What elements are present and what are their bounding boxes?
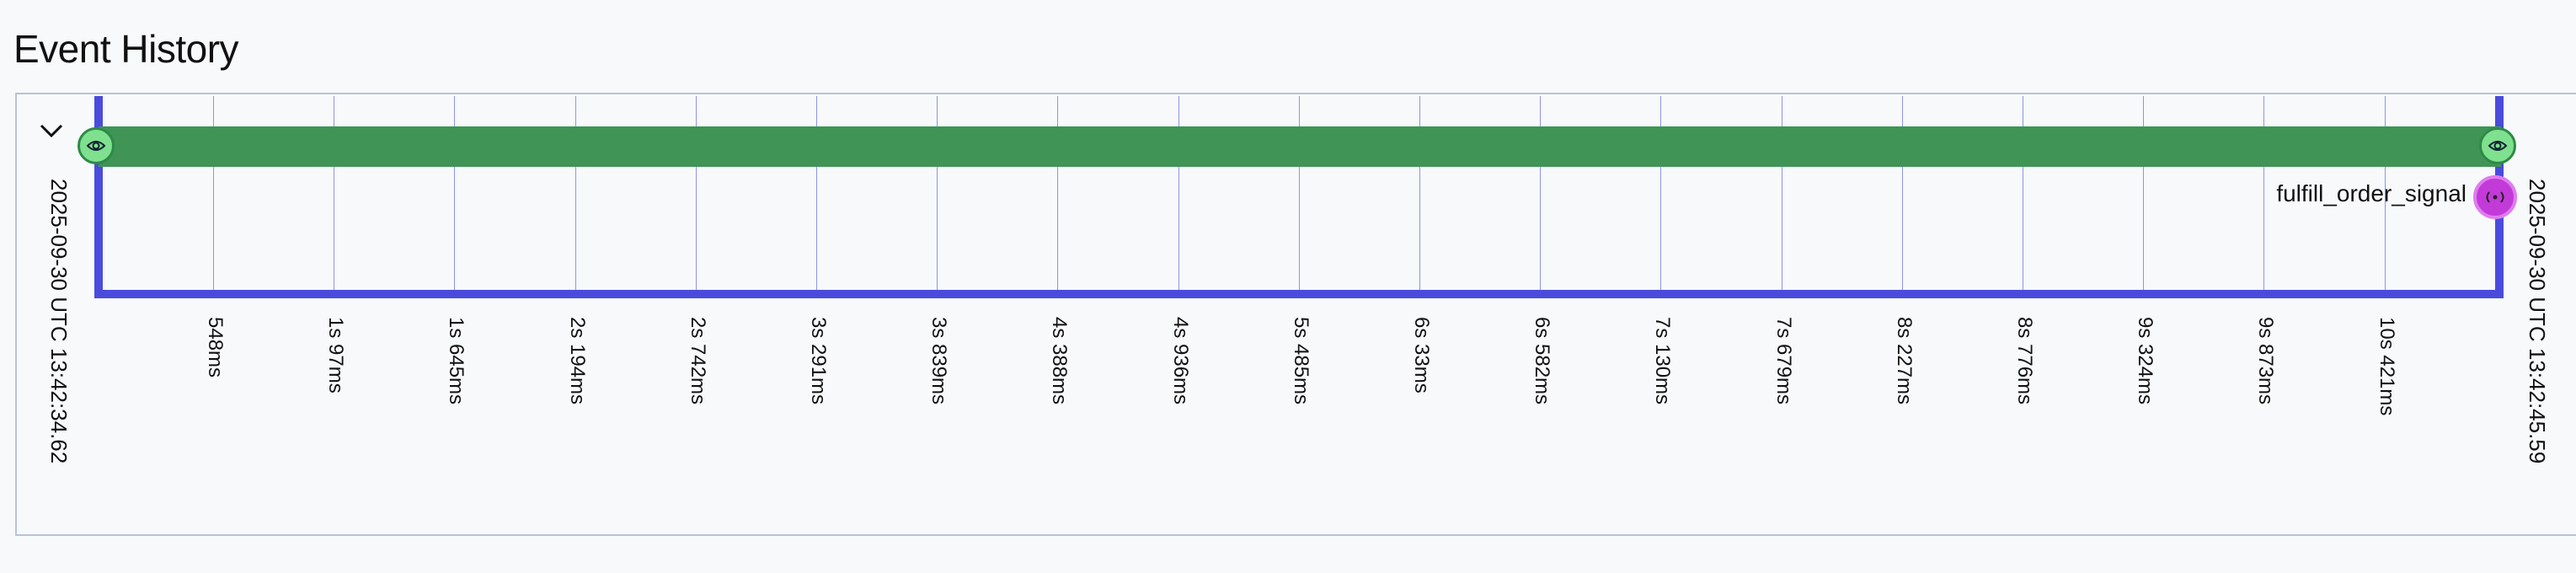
tick-label: 6s 582ms bbox=[1530, 317, 1553, 404]
signal-label: fulfill_order_signal bbox=[2276, 180, 2466, 207]
eye-icon bbox=[2488, 136, 2508, 156]
divider bbox=[15, 534, 2576, 536]
tick-label: 3s 291ms bbox=[806, 317, 830, 404]
tick-label: 4s 936ms bbox=[1168, 317, 1192, 404]
signal-marker[interactable] bbox=[2473, 175, 2517, 219]
tick-label: 2s 194ms bbox=[565, 317, 589, 404]
tick-label: 9s 873ms bbox=[2253, 317, 2277, 404]
tick-label: 8s 776ms bbox=[2012, 317, 2036, 404]
workflow-end-marker[interactable] bbox=[2479, 127, 2516, 164]
tick-label: 4s 388ms bbox=[1047, 317, 1071, 404]
page-title: Event History bbox=[13, 24, 238, 74]
tick-label: 6s 33ms bbox=[1409, 317, 1433, 394]
tick-label: 5s 485ms bbox=[1289, 317, 1312, 404]
tick-label: 7s 679ms bbox=[1772, 317, 1795, 404]
timeline-start-label: 2025-09-30 UTC 13:42:34.62 bbox=[45, 179, 72, 463]
tick-label: 2s 742ms bbox=[686, 317, 709, 404]
tick-label: 7s 130ms bbox=[1650, 317, 1674, 404]
tick-label: 8s 227ms bbox=[1892, 317, 1916, 404]
tick-label: 548ms bbox=[203, 317, 227, 378]
tick-label: 10s 421ms bbox=[2375, 317, 2398, 415]
chevron-down-icon bbox=[39, 122, 64, 139]
tick-label: 3s 839ms bbox=[927, 317, 950, 404]
workflow-start-marker[interactable] bbox=[77, 127, 115, 164]
tick-label: 1s 645ms bbox=[444, 317, 468, 404]
tick-label: 9s 324ms bbox=[2133, 317, 2156, 404]
timeline-end-label: 2025-09-30 UTC 13:42:45.59 bbox=[2524, 179, 2550, 463]
workflow-event-bar[interactable] bbox=[99, 126, 2501, 167]
eye-icon bbox=[86, 136, 106, 156]
tick-label: 1s 97ms bbox=[323, 317, 347, 394]
collapse-toggle[interactable] bbox=[37, 116, 66, 145]
signal-icon bbox=[2484, 190, 2506, 205]
